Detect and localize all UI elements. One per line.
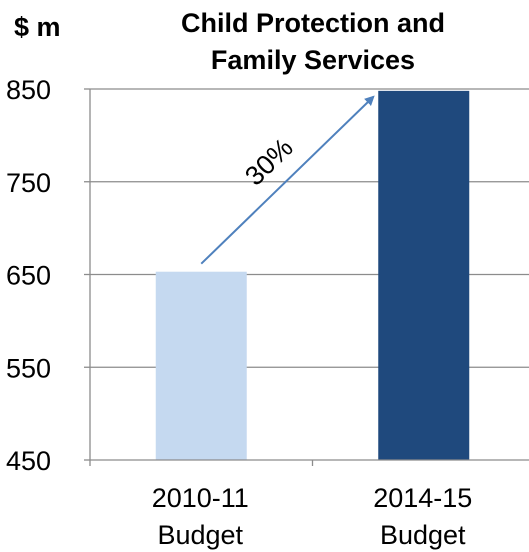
x-tick-label: 2014-15	[373, 483, 472, 513]
unit-label: $ m	[14, 12, 61, 42]
bar	[155, 271, 247, 460]
growth-arrow	[200, 95, 375, 265]
x-tick-label: Budget	[380, 520, 466, 550]
y-tick-label: 650	[6, 261, 51, 291]
x-tick-label: 2010-11	[152, 483, 249, 513]
y-tick-label: 550	[6, 353, 51, 383]
y-tick-label: 750	[6, 168, 51, 198]
x-tick-label: Budget	[157, 520, 243, 550]
y-tick-label: 850	[6, 75, 51, 105]
y-axis-ticks: 450 550 650 750 850	[6, 75, 51, 476]
chart-title-line-1: Child Protection and	[181, 8, 445, 38]
bar	[378, 90, 470, 460]
y-tick-label: 450	[6, 446, 51, 476]
chart-title-line-2: Family Services	[211, 45, 415, 75]
bars	[155, 90, 470, 460]
growth-label: 30%	[239, 132, 299, 191]
growth-annotation: 30%	[200, 95, 375, 265]
x-axis-ticks: 2010-11 Budget 2014-15 Budget	[152, 483, 473, 550]
axes	[84, 88, 529, 466]
